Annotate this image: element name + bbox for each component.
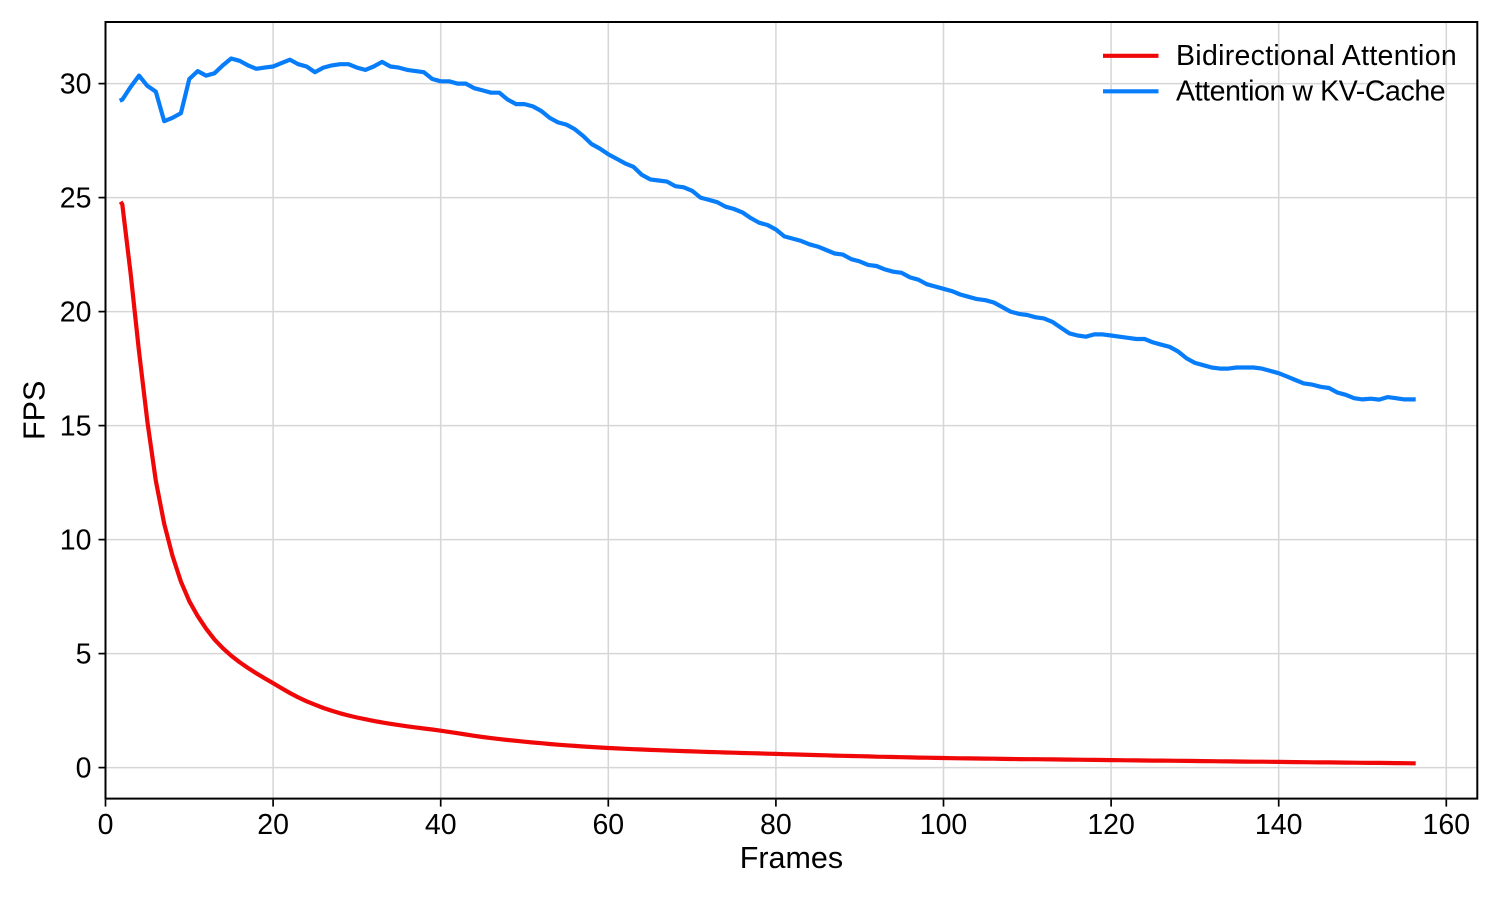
- svg-text:140: 140: [1255, 809, 1303, 841]
- svg-text:15: 15: [60, 410, 92, 442]
- svg-text:80: 80: [760, 809, 792, 841]
- svg-text:10: 10: [60, 524, 92, 556]
- svg-text:25: 25: [60, 182, 92, 214]
- svg-text:Bidirectional Attention: Bidirectional Attention: [1176, 40, 1457, 72]
- svg-text:160: 160: [1423, 809, 1471, 841]
- svg-text:Frames: Frames: [740, 841, 843, 875]
- svg-text:5: 5: [76, 638, 92, 670]
- svg-text:20: 20: [257, 809, 289, 841]
- svg-text:0: 0: [76, 752, 92, 784]
- svg-text:120: 120: [1087, 809, 1135, 841]
- svg-text:100: 100: [920, 809, 968, 841]
- svg-text:Attention w KV-Cache: Attention w KV-Cache: [1176, 75, 1445, 107]
- svg-text:60: 60: [592, 809, 624, 841]
- svg-text:30: 30: [60, 68, 92, 100]
- svg-text:FPS: FPS: [18, 381, 52, 440]
- svg-text:0: 0: [98, 809, 114, 841]
- svg-text:40: 40: [425, 809, 457, 841]
- svg-text:20: 20: [60, 296, 92, 328]
